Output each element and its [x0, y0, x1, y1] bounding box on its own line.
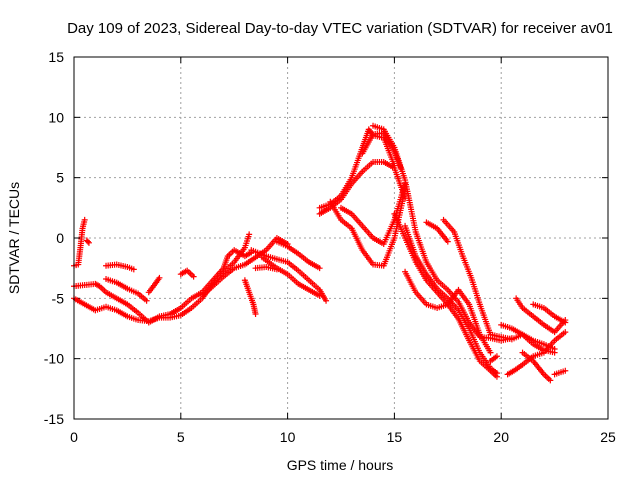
x-tick-label: 10 — [280, 429, 296, 445]
data-point — [81, 216, 88, 223]
axis-ticks: 0 5 10 15 20 25 -15 -10 -5 0 5 10 15 — [44, 49, 616, 445]
series-t24 — [423, 219, 451, 245]
series-t3 — [71, 247, 255, 326]
series-t13 — [273, 238, 323, 272]
data-point — [493, 353, 500, 360]
data-point — [143, 297, 150, 304]
x-tick-label: 0 — [70, 429, 78, 445]
data-point — [156, 274, 163, 281]
series-t29 — [513, 295, 569, 336]
series-t2 — [83, 237, 92, 246]
series-t14 — [258, 254, 323, 299]
y-tick-label: 15 — [48, 49, 64, 65]
data-point — [85, 239, 92, 246]
data-points — [71, 122, 569, 384]
grid-lines — [74, 57, 608, 419]
series-t26 — [487, 353, 500, 365]
y-tick-label: 0 — [56, 230, 64, 246]
y-axis-label: SDTVAR / TECUs — [6, 182, 22, 294]
x-tick-label: 25 — [600, 429, 616, 445]
series-t8 — [177, 267, 197, 280]
series-t22 — [402, 222, 500, 377]
data-point — [444, 238, 451, 245]
series-t5 — [103, 261, 137, 273]
chart-title: Day 109 of 2023, Sidereal Day-to-day VTE… — [67, 20, 613, 37]
data-point — [487, 349, 494, 356]
x-tick-label: 5 — [177, 429, 185, 445]
series-t31 — [530, 301, 569, 326]
series-t23 — [402, 268, 494, 356]
data-point — [246, 231, 253, 238]
data-point — [562, 367, 569, 374]
data-point — [252, 311, 259, 318]
data-point — [493, 370, 500, 377]
data-point — [316, 265, 323, 272]
series-t30 — [519, 349, 554, 384]
series-t7 — [145, 274, 163, 296]
series-t32 — [551, 367, 569, 378]
data-point — [190, 273, 197, 280]
data-point — [130, 266, 137, 273]
plot-frame — [73, 56, 609, 420]
y-tick-label: -5 — [52, 290, 65, 306]
series-t1 — [71, 216, 88, 269]
data-point — [551, 346, 558, 353]
data-point — [323, 297, 330, 304]
series-t6 — [103, 276, 150, 304]
data-point — [84, 238, 91, 245]
x-tick-label: 15 — [387, 429, 403, 445]
x-axis-label: GPS time / hours — [287, 457, 394, 473]
y-tick-label: 5 — [56, 170, 64, 186]
y-tick-label: 10 — [48, 109, 64, 125]
x-tick-label: 20 — [493, 429, 509, 445]
data-point — [547, 377, 554, 384]
data-point — [562, 329, 569, 336]
data-point — [562, 319, 569, 326]
y-tick-label: -10 — [44, 351, 64, 367]
series-t25 — [440, 216, 558, 356]
y-tick-label: -15 — [44, 411, 64, 427]
data-point — [316, 292, 323, 299]
series-t18 — [338, 180, 409, 248]
series-t10 — [241, 277, 259, 318]
